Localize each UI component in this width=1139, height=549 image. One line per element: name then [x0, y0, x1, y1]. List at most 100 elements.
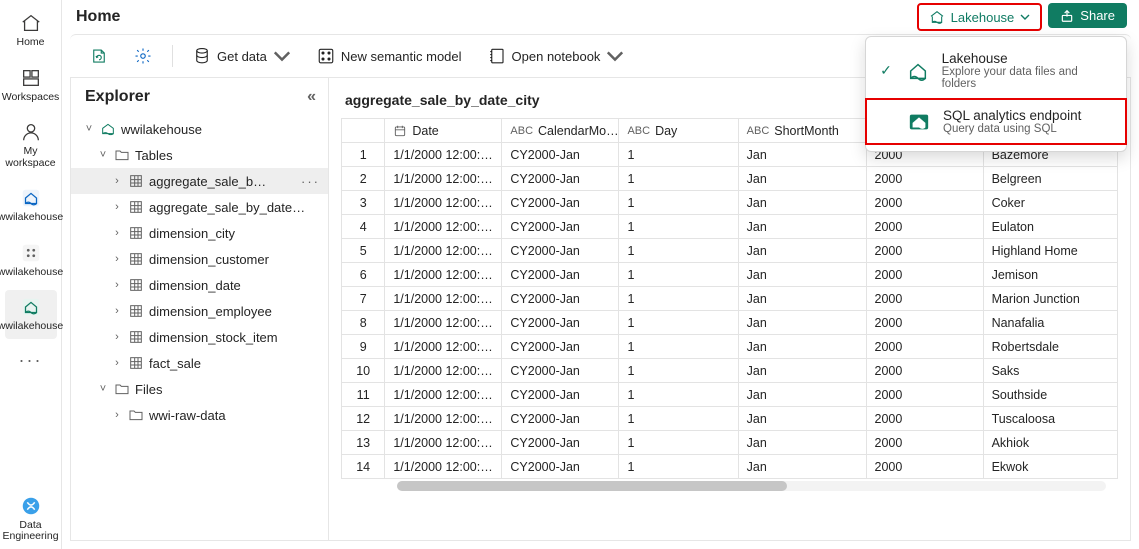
tree-table-item[interactable]: ›dimension_stock_item [71, 324, 328, 350]
mode-option-sql-analytics-endpoint[interactable]: SQL analytics endpointQuery data using S… [865, 98, 1127, 145]
table-row[interactable]: 121/1/2000 12:00:0…CY2000-Jan1Jan2000Tus… [342, 407, 1118, 431]
chevron-icon: › [111, 201, 123, 213]
mode-option-lakehouse[interactable]: ✓LakehouseExplore your data files and fo… [866, 43, 1126, 98]
table-row[interactable]: 21/1/2000 12:00:0…CY2000-Jan1Jan2000Belg… [342, 167, 1118, 191]
refresh-button[interactable] [84, 43, 114, 69]
cell: 1 [619, 239, 738, 263]
mode-subtitle: Explore your data files and folders [942, 66, 1114, 90]
cell: 1 [619, 407, 738, 431]
tree-file-item[interactable]: ›wwi-raw-data [71, 402, 328, 428]
table-row[interactable]: 51/1/2000 12:00:0…CY2000-Jan1Jan2000High… [342, 239, 1118, 263]
table-row[interactable]: 101/1/2000 12:00:0…CY2000-Jan1Jan2000Sak… [342, 359, 1118, 383]
column-header[interactable]: Date [385, 119, 502, 143]
column-name: CalendarMo… [538, 124, 619, 138]
cell: 1 [619, 335, 738, 359]
cell: Belgreen [983, 167, 1117, 191]
tree-table-item[interactable]: ›dimension_customer [71, 246, 328, 272]
more-icon[interactable]: ··· [301, 174, 320, 189]
table-row[interactable]: 31/1/2000 12:00:0…CY2000-Jan1Jan2000Coke… [342, 191, 1118, 215]
tree-table-item[interactable]: ›aggregate_sale_by_date… [71, 194, 328, 220]
column-header[interactable]: ABCShortMonth [738, 119, 866, 143]
settings-button[interactable] [128, 43, 158, 69]
cell: 1/1/2000 12:00:0… [385, 431, 502, 455]
share-label: Share [1080, 8, 1115, 23]
table-row[interactable]: 71/1/2000 12:00:0…CY2000-Jan1Jan2000Mari… [342, 287, 1118, 311]
cell: Southside [983, 383, 1117, 407]
tree-table-item[interactable]: ›fact_sale [71, 350, 328, 376]
tree-files-folder[interactable]: ˅Files [71, 376, 328, 402]
row-number: 14 [342, 455, 385, 479]
rail-item-label: Home [16, 37, 44, 49]
rail-item-wwilakehouse[interactable]: wwilakehouse [5, 290, 57, 339]
data-grid: DateABCCalendarMo…ABCDayABCShortMonth123… [341, 118, 1118, 479]
table-row[interactable]: 61/1/2000 12:00:0…CY2000-Jan1Jan2000Jemi… [342, 263, 1118, 287]
get-data-button[interactable]: Get data [187, 43, 297, 69]
new-semantic-model-button[interactable]: New semantic model [311, 43, 468, 69]
cell: 1 [619, 215, 738, 239]
rail-item-my-workspace[interactable]: My workspace [5, 115, 57, 175]
cell: Jan [738, 311, 866, 335]
tree-item-label: dimension_stock_item [149, 330, 320, 345]
horizontal-scrollbar[interactable] [397, 481, 1106, 491]
rail-item-home[interactable]: Home [5, 6, 57, 55]
open-notebook-label: Open notebook [512, 49, 601, 64]
table-row[interactable]: 111/1/2000 12:00:0…CY2000-Jan1Jan2000Sou… [342, 383, 1118, 407]
cell: 1/1/2000 12:00:0… [385, 191, 502, 215]
tree-table-item[interactable]: ›dimension_date [71, 272, 328, 298]
share-button[interactable]: Share [1048, 3, 1127, 28]
table-row[interactable]: 91/1/2000 12:00:0…CY2000-Jan1Jan2000Robe… [342, 335, 1118, 359]
cell: 1/1/2000 12:00:0… [385, 407, 502, 431]
cell: Marion Junction [983, 287, 1117, 311]
collapse-explorer-button[interactable]: « [307, 88, 316, 106]
column-header[interactable]: ABCDay [619, 119, 738, 143]
column-header[interactable]: ABCCalendarMo… [502, 119, 619, 143]
cell: Jan [738, 143, 866, 167]
ellipsis-icon: ··· [19, 351, 43, 371]
row-number: 6 [342, 263, 385, 287]
main-area: Home Lakehouse Share ✓LakehouseExplore y… [62, 0, 1139, 549]
cell: 2000 [866, 311, 983, 335]
table-row[interactable]: 131/1/2000 12:00:0…CY2000-Jan1Jan2000Akh… [342, 431, 1118, 455]
cell: 1/1/2000 12:00:0… [385, 143, 502, 167]
table-row[interactable]: 141/1/2000 12:00:0…CY2000-Jan1Jan2000Ekw… [342, 455, 1118, 479]
cell: 1 [619, 143, 738, 167]
gear-icon [134, 47, 152, 65]
rail-more-button[interactable]: ··· [5, 345, 57, 377]
rail-item-label: wwilakehouse [0, 321, 63, 333]
cell: 1/1/2000 12:00:0… [385, 335, 502, 359]
cell: CY2000-Jan [502, 167, 619, 191]
table-row[interactable]: 81/1/2000 12:00:0…CY2000-Jan1Jan2000Nana… [342, 311, 1118, 335]
tree-root[interactable]: ˅wwilakehouse [71, 116, 328, 142]
tree-table-item[interactable]: ›dimension_city [71, 220, 328, 246]
cell: 2000 [866, 167, 983, 191]
table-icon [128, 199, 144, 215]
explorer-panel: Explorer « ˅wwilakehouse˅Tables›aggregat… [71, 78, 329, 540]
chevron-icon: ˅ [97, 383, 109, 395]
rail-item-workspaces[interactable]: Workspaces [5, 61, 57, 110]
table-row[interactable]: 41/1/2000 12:00:0…CY2000-Jan1Jan2000Eula… [342, 215, 1118, 239]
tree-tables-folder[interactable]: ˅Tables [71, 142, 328, 168]
mode-title: SQL analytics endpoint [943, 108, 1081, 123]
tree-item-label: aggregate_sale_b… [149, 174, 296, 189]
cell: Highland Home [983, 239, 1117, 263]
rail-item-data-engineering[interactable]: Data Engineering [5, 489, 57, 549]
cell: Jan [738, 167, 866, 191]
open-notebook-button[interactable]: Open notebook [482, 43, 631, 69]
rail-item-wwilakehouse[interactable]: wwilakehouse [5, 236, 57, 285]
get-data-label: Get data [217, 49, 267, 64]
cell: Tuscaloosa [983, 407, 1117, 431]
rail-item-wwilakehouse[interactable]: wwilakehouse [5, 181, 57, 230]
lakehouse-icon [929, 9, 945, 25]
lakehouse-mode-button[interactable]: Lakehouse [917, 3, 1043, 31]
chevron-down-icon [606, 47, 624, 65]
tree-table-item[interactable]: ›dimension_employee [71, 298, 328, 324]
row-number: 13 [342, 431, 385, 455]
tree-table-item[interactable]: ›aggregate_sale_b…··· [71, 168, 328, 194]
cell: Jan [738, 335, 866, 359]
cell: CY2000-Jan [502, 191, 619, 215]
row-number: 4 [342, 215, 385, 239]
cell: 1/1/2000 12:00:0… [385, 383, 502, 407]
explorer-tree: ˅wwilakehouse˅Tables › aggregate_sale_b… ··… [71, 114, 328, 540]
table-icon [128, 329, 144, 345]
grid-scroll-area[interactable]: DateABCCalendarMo…ABCDayABCShortMonth123… [329, 118, 1130, 540]
